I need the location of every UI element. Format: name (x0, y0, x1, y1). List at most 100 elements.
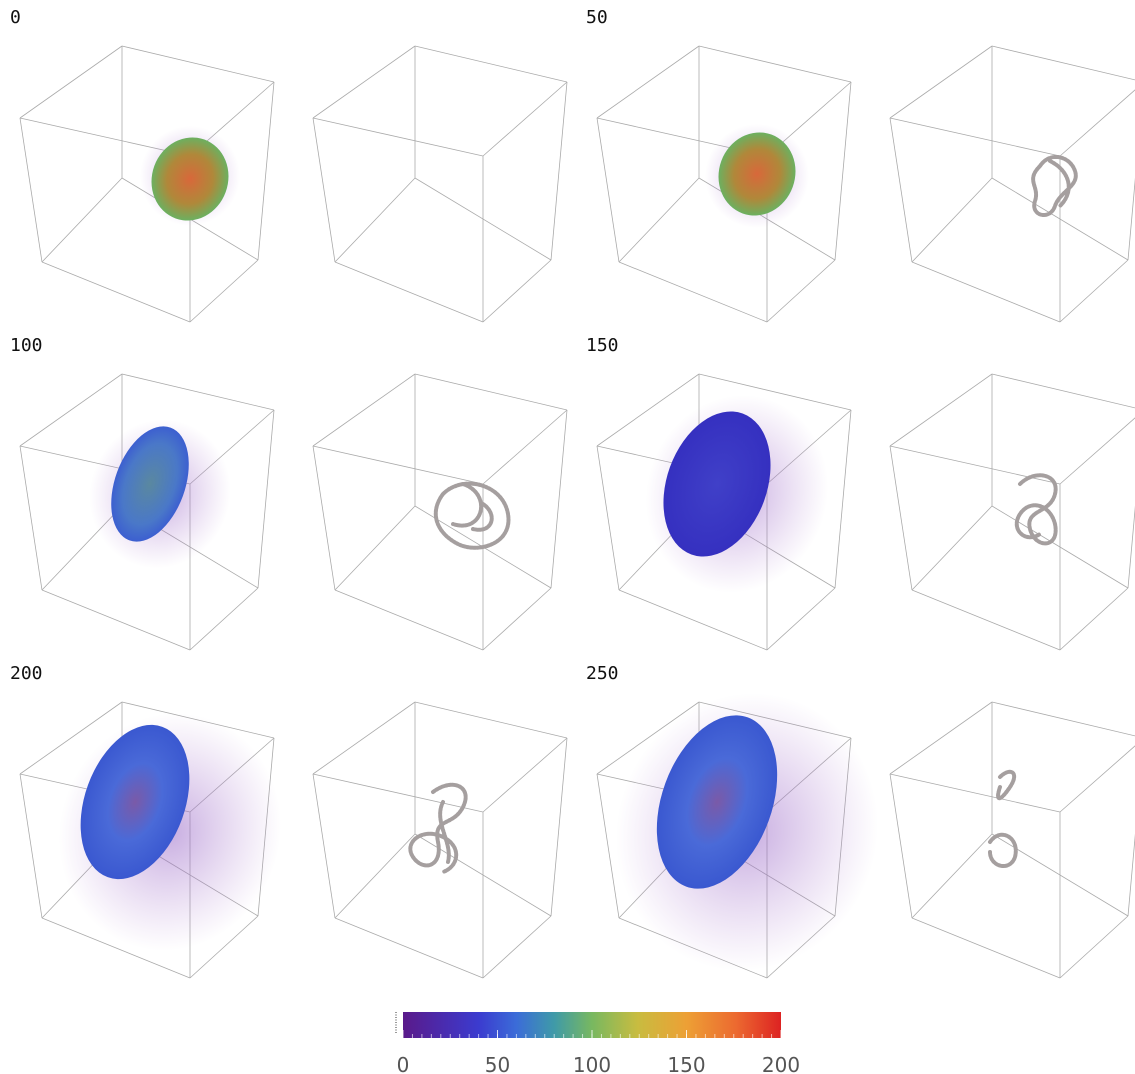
cube-edge (482, 587, 552, 651)
cube-edge (189, 915, 259, 979)
cube-edge (414, 177, 552, 261)
cube-edge (766, 259, 836, 323)
cube-edge (334, 505, 416, 591)
cube-edge (121, 45, 275, 83)
cube-edge (1127, 177, 1135, 261)
panel-label: 100 (10, 335, 43, 356)
cube-edge (257, 409, 275, 589)
volume-render (718, 132, 796, 216)
cube-edge (991, 45, 1135, 81)
colorbar: 0 50 100 150 200 (395, 1012, 800, 1074)
cube-edge (596, 701, 700, 775)
cube-edge (596, 45, 700, 119)
cube-edge (911, 917, 1061, 979)
cube-edge (334, 589, 484, 651)
cube-edge (889, 445, 1061, 485)
cube-edge (596, 117, 620, 263)
cube-edge (482, 915, 552, 979)
volume-render (656, 715, 778, 889)
panels: 0 50 100 150 200 250 (10, 7, 1135, 979)
cube-edge (189, 587, 259, 651)
cube-edge (550, 737, 568, 917)
cube-edge (1059, 417, 1135, 485)
cube-edge (312, 445, 336, 591)
cube-edge (334, 177, 416, 263)
cube-edge (991, 701, 1135, 737)
vortex-lines (408, 782, 468, 874)
cube-edge (911, 261, 1061, 323)
cube-edge (550, 81, 568, 261)
cube-edge (414, 45, 568, 83)
cube-edge (482, 409, 568, 485)
cube-edge (911, 589, 1061, 651)
cube-edge (312, 773, 336, 919)
cube-edge (19, 773, 43, 919)
volume-render (80, 724, 190, 880)
colorbar-tick-label: 50 (485, 1053, 510, 1074)
colorbar-tick-label: 200 (762, 1053, 800, 1074)
cube-edge (596, 773, 620, 919)
cube-edge (911, 505, 993, 591)
cube-edge (19, 117, 43, 263)
cube-edge (618, 177, 700, 263)
panel-label: 250 (586, 663, 619, 684)
cube-edge (911, 833, 993, 919)
cube-edge (991, 177, 1129, 261)
cube-edge (312, 773, 484, 813)
colorbar-tick-label: 150 (667, 1053, 705, 1074)
cube-edge (41, 261, 191, 323)
cube-edge (1059, 89, 1135, 157)
cube-edge (334, 261, 484, 323)
cube-edge (19, 45, 123, 119)
cube-edge (889, 773, 1061, 813)
cube-edge (889, 45, 993, 119)
cube-edge (889, 117, 1061, 157)
cube-edge (312, 373, 416, 447)
cube-edge (41, 177, 123, 263)
colorbar-tick-label: 0 (397, 1053, 410, 1074)
cube-edge (889, 773, 913, 919)
volume-render (111, 426, 189, 542)
cube-edge (698, 373, 852, 411)
cube-edge (312, 701, 416, 775)
cube-edge (19, 445, 43, 591)
cube-edge (1059, 259, 1129, 323)
cube-edge (698, 45, 852, 83)
cube-edge (482, 737, 568, 813)
cube-edge (19, 373, 123, 447)
cube-edge (766, 587, 836, 651)
cube-edge (991, 373, 1135, 409)
colorbar-tick-label: 100 (573, 1053, 611, 1074)
cube-edge (41, 589, 191, 651)
vortex-lines (1031, 155, 1078, 217)
cube-edge (1059, 587, 1129, 651)
cube-edge (596, 373, 700, 447)
cube-edge (19, 701, 123, 775)
cube-edge (334, 833, 416, 919)
cube-edge (991, 505, 1129, 589)
vortex-lines (988, 769, 1018, 868)
cube-edge (596, 445, 620, 591)
cube-edge (482, 81, 568, 157)
cube-edge (834, 81, 852, 261)
panel-label: 150 (586, 335, 619, 356)
cube-edge (414, 701, 568, 739)
cube-edge (312, 117, 484, 157)
cube-edge (911, 177, 993, 263)
cube-edge (1059, 915, 1129, 979)
cube-edge (889, 445, 913, 591)
cube-edge (889, 117, 913, 263)
vortex-lines (1014, 473, 1058, 546)
cube-edge (334, 917, 484, 979)
cube-edge (618, 589, 768, 651)
panel-label: 200 (10, 663, 43, 684)
cube-edge (1059, 745, 1135, 813)
cube-edge (121, 373, 275, 411)
cube-edge (834, 409, 852, 589)
cube-edge (312, 445, 484, 485)
cube-edge (1127, 505, 1135, 589)
panel-label: 0 (10, 7, 21, 28)
volume-render (151, 137, 229, 221)
cube-edge (312, 117, 336, 263)
